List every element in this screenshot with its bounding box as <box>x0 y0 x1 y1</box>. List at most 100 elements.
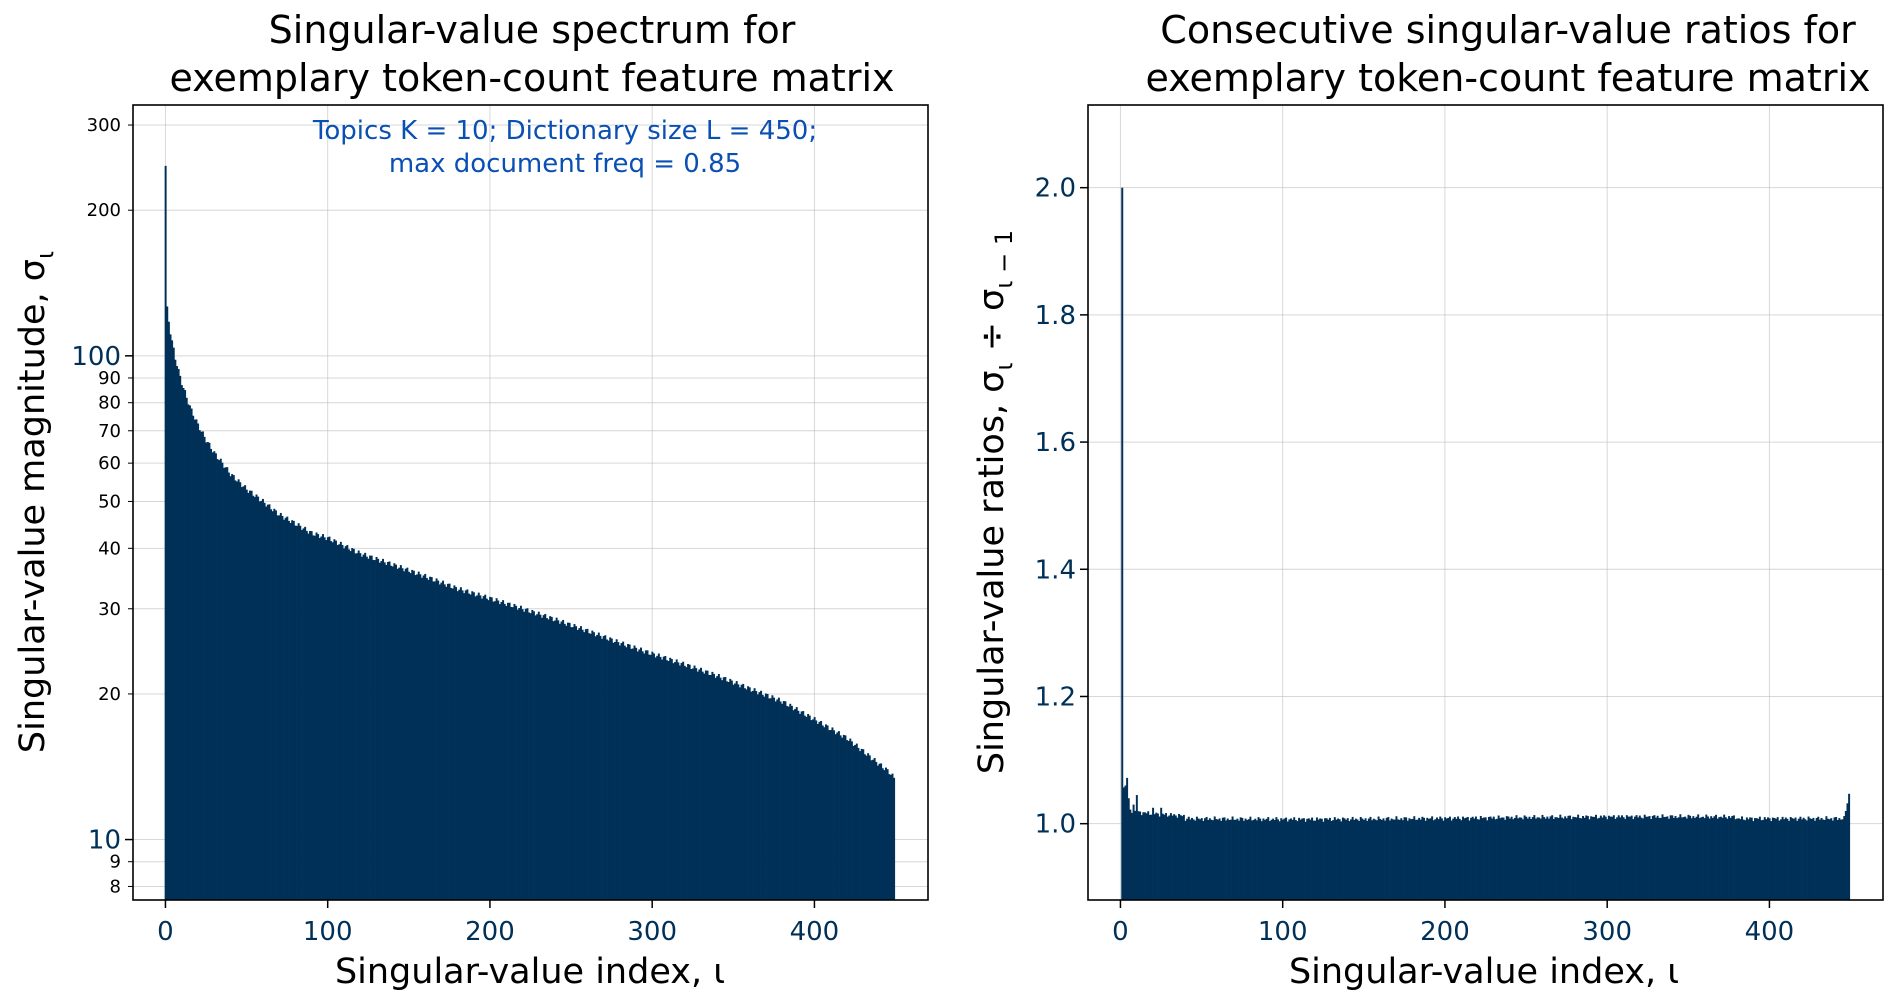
right-bar <box>1846 803 1849 900</box>
left-bar <box>380 561 383 900</box>
left-bar <box>492 601 495 900</box>
left-bar <box>557 620 560 900</box>
left-bar <box>709 674 712 900</box>
left-y-minor-tick-label: 20 <box>98 684 121 705</box>
right-bar <box>1526 818 1529 900</box>
right-bar <box>1226 818 1229 900</box>
left-bar <box>716 675 719 900</box>
left-bar <box>182 388 185 900</box>
right-bar <box>1768 818 1771 900</box>
right-bar <box>1375 820 1378 900</box>
left-bar <box>781 703 784 900</box>
right-bar <box>1518 817 1521 900</box>
left-bar <box>743 688 746 900</box>
left-bar <box>252 495 255 900</box>
left-bar <box>547 619 550 900</box>
left-bar <box>581 629 584 900</box>
left-bar <box>474 596 477 900</box>
right-bar <box>1288 819 1291 900</box>
left-y-minor-tick-label: 8 <box>110 876 121 897</box>
right-bar <box>1799 816 1802 900</box>
right-title-line2: exemplary token-count feature matrix <box>1146 56 1871 100</box>
right-bar <box>1291 819 1294 900</box>
left-bar <box>665 660 668 900</box>
left-bar <box>328 536 331 900</box>
left-bar <box>554 620 556 900</box>
right-bar <box>1314 820 1317 900</box>
right-bar <box>1843 816 1846 900</box>
left-bar <box>359 553 362 900</box>
left-bar <box>227 472 230 900</box>
left-bar <box>481 598 483 900</box>
right-bar <box>1473 818 1476 900</box>
left-bar <box>369 555 372 900</box>
left-bar <box>811 719 814 900</box>
left-bar <box>549 616 552 900</box>
left-bar <box>451 588 454 900</box>
right-bar <box>1143 812 1146 900</box>
left-bar <box>432 581 435 900</box>
left-bar <box>820 720 823 900</box>
right-bar <box>1500 817 1503 900</box>
left-bar <box>305 530 308 900</box>
right-bar <box>1156 813 1159 900</box>
left-bar <box>414 575 417 900</box>
left-bar <box>443 584 446 900</box>
right-bar <box>1582 815 1585 900</box>
right-bar <box>1745 817 1748 900</box>
right-bar <box>1182 814 1185 900</box>
right-bar <box>1197 818 1200 900</box>
right-bar <box>1640 817 1643 900</box>
left-bar <box>239 482 242 900</box>
left-bar <box>802 711 805 900</box>
left-bar <box>265 506 268 900</box>
left-bar <box>505 605 508 900</box>
right-bar <box>1562 818 1565 900</box>
left-bar <box>377 558 380 900</box>
right-bar <box>1460 820 1463 900</box>
left-bar <box>416 574 419 900</box>
right-bar <box>1437 819 1440 900</box>
left-bar <box>260 500 263 900</box>
left-bar <box>453 585 456 900</box>
right-bar <box>1734 819 1737 900</box>
right-bar <box>1272 818 1275 900</box>
left-bar <box>657 653 660 900</box>
left-bar <box>552 621 555 900</box>
left-bar <box>748 687 751 900</box>
left-bar <box>226 467 229 900</box>
left-bar <box>738 687 741 900</box>
left-bar <box>435 578 438 900</box>
right-bar <box>1171 815 1174 900</box>
right-bar <box>1726 818 1729 900</box>
right-bar <box>1319 818 1322 900</box>
right-bar <box>1656 815 1659 900</box>
right-bar <box>1796 820 1799 900</box>
right-bar <box>1163 814 1166 900</box>
left-bar <box>528 612 531 900</box>
right-bar <box>1267 817 1270 900</box>
right-bar <box>1249 816 1252 900</box>
left-bar <box>704 670 707 900</box>
left-bar <box>774 701 777 900</box>
right-y-axis-label: Singular-value ratios, σι ÷ σι − 1 <box>972 230 1018 774</box>
right-bar <box>1559 814 1562 900</box>
left-bar <box>401 568 404 900</box>
left-bar <box>497 600 500 900</box>
left-bar <box>205 442 208 900</box>
right-bar <box>1747 819 1750 900</box>
right-bar <box>1489 816 1492 900</box>
right-bar <box>1358 820 1361 900</box>
right-bar <box>1189 819 1192 900</box>
right-bar <box>1739 819 1742 900</box>
left-bar <box>208 442 211 900</box>
left-bar <box>463 593 466 900</box>
right-bar <box>1719 816 1722 900</box>
right-bar <box>1848 793 1851 900</box>
right-bar <box>1645 816 1648 900</box>
left-bar <box>276 515 279 900</box>
left-bar <box>351 548 354 900</box>
left-bar <box>816 723 819 900</box>
left-bar <box>331 542 334 900</box>
right-bar <box>1741 816 1744 900</box>
